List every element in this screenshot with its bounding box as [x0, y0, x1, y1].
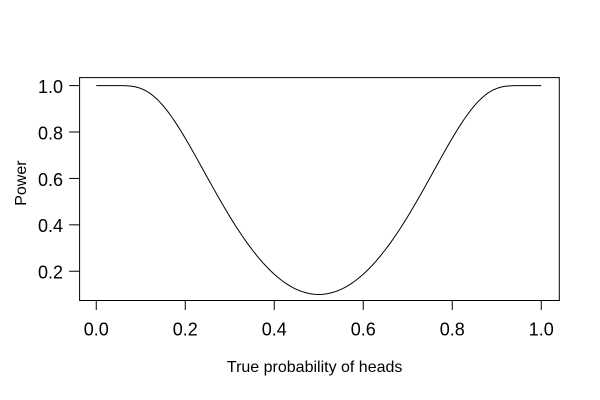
svg-text:True probability of heads: True probability of heads: [227, 359, 403, 376]
svg-text:0.4: 0.4: [262, 319, 287, 339]
svg-text:0.8: 0.8: [440, 319, 465, 339]
svg-text:1.0: 1.0: [38, 77, 63, 97]
svg-text:0.6: 0.6: [351, 319, 376, 339]
svg-text:0.0: 0.0: [84, 319, 109, 339]
svg-text:0.2: 0.2: [173, 319, 198, 339]
svg-text:0.8: 0.8: [38, 123, 63, 143]
svg-text:0.2: 0.2: [38, 263, 63, 283]
svg-text:0.4: 0.4: [38, 216, 63, 236]
svg-text:1.0: 1.0: [529, 319, 554, 339]
svg-text:Power: Power: [13, 160, 30, 206]
svg-text:0.6: 0.6: [38, 170, 63, 190]
